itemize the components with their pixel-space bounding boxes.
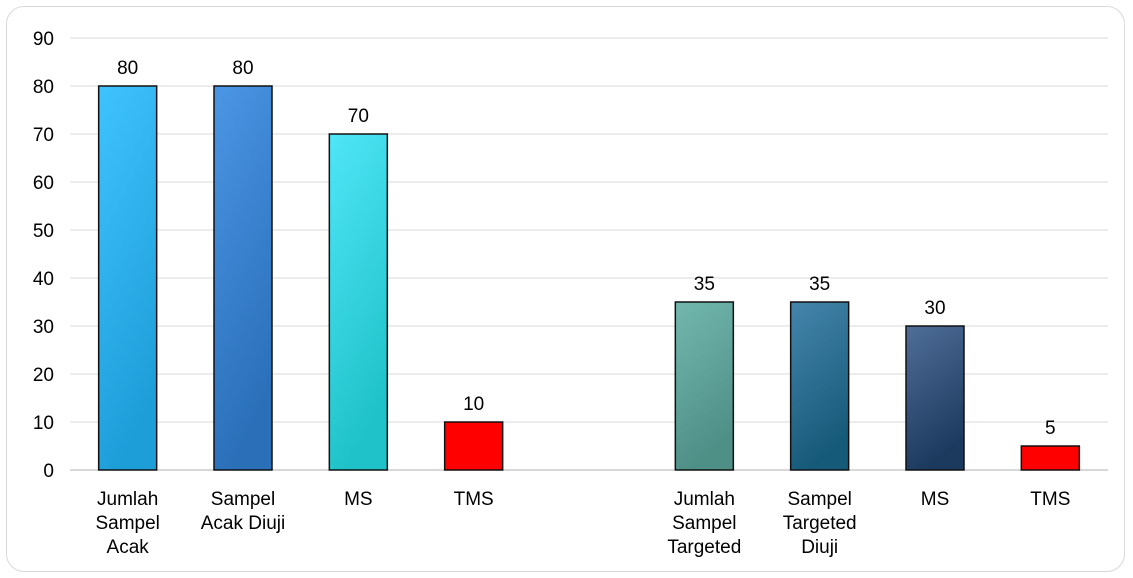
data-label: 70 [348, 106, 369, 127]
x-tick-label: TMS [1030, 489, 1070, 510]
data-label: 35 [694, 274, 715, 295]
y-tick-label: 70 [33, 125, 54, 146]
bar [905, 325, 965, 471]
y-tick-label: 30 [33, 317, 54, 338]
data-label: 80 [117, 58, 138, 79]
bar [213, 85, 273, 471]
x-tick-label: Sampel Targeted Diuji [783, 489, 857, 558]
data-label: 10 [463, 394, 484, 415]
chart-frame [6, 6, 1125, 572]
y-tick-label: 40 [33, 269, 54, 290]
x-tick-label: Jumlah Sampel Targeted [667, 489, 741, 558]
y-tick-label: 80 [33, 77, 54, 98]
data-label: 80 [232, 58, 253, 79]
x-tick-label: TMS [454, 489, 494, 510]
y-tick-label: 0 [43, 461, 54, 482]
x-tick-label: MS [921, 489, 950, 510]
y-tick-label: 60 [33, 173, 54, 194]
data-label: 30 [924, 298, 945, 319]
bar [789, 301, 850, 471]
y-tick-label: 90 [33, 29, 54, 50]
bar [674, 301, 735, 471]
bar [328, 133, 389, 471]
x-tick-label: MS [344, 489, 373, 510]
y-tick-label: 20 [33, 365, 54, 386]
data-label: 5 [1045, 418, 1056, 439]
y-tick-label: 10 [33, 413, 54, 434]
bar [443, 421, 504, 471]
data-label: 35 [809, 274, 830, 295]
x-tick-label: Jumlah Sampel Acak [95, 489, 159, 558]
bar [97, 85, 158, 471]
y-tick-label: 50 [33, 221, 54, 242]
x-tick-label: Sampel Acak Diuji [201, 489, 285, 534]
bar [1020, 445, 1081, 471]
